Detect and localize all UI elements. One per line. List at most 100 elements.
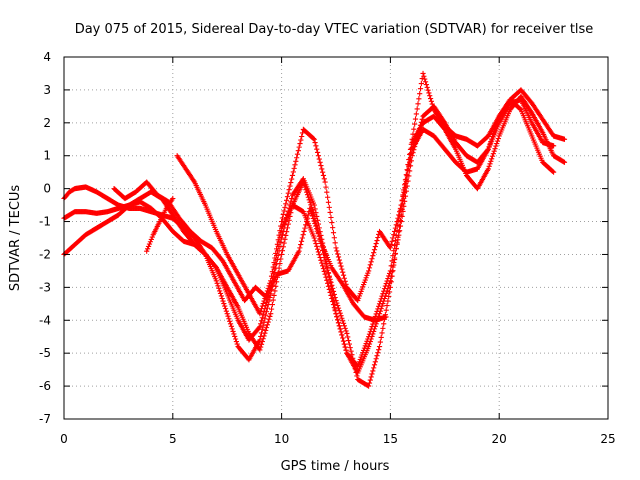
data-point-marker bbox=[368, 336, 374, 342]
data-point-marker bbox=[327, 276, 333, 282]
data-point-marker bbox=[325, 194, 331, 200]
data-point-marker bbox=[336, 323, 342, 329]
data-point-marker bbox=[396, 212, 402, 218]
data-point-marker bbox=[292, 162, 298, 168]
data-point-marker bbox=[260, 336, 266, 342]
data-point-marker bbox=[370, 331, 376, 337]
data-point-marker bbox=[372, 244, 378, 250]
data-point-marker bbox=[273, 283, 279, 289]
data-point-marker bbox=[283, 232, 289, 239]
data-point-marker bbox=[313, 223, 319, 229]
data-point-marker bbox=[278, 256, 284, 262]
data-point-marker bbox=[281, 240, 287, 246]
data-point-marker bbox=[341, 341, 347, 347]
data-point-marker bbox=[494, 140, 500, 147]
data-point-marker bbox=[308, 210, 315, 217]
data-point-marker bbox=[149, 234, 155, 240]
data-point-marker bbox=[377, 308, 383, 314]
data-point-marker bbox=[284, 194, 291, 200]
data-point-marker bbox=[298, 137, 304, 143]
data-point-marker bbox=[313, 143, 319, 149]
data-point-marker bbox=[336, 257, 342, 263]
data-point-marker bbox=[229, 326, 235, 332]
data-point-marker bbox=[331, 235, 337, 241]
data-point-marker bbox=[390, 235, 396, 241]
data-point-marker bbox=[320, 266, 327, 272]
data-point-marker bbox=[317, 236, 323, 242]
data-point-marker bbox=[495, 135, 501, 142]
data-point-marker bbox=[394, 218, 400, 225]
data-point-marker bbox=[325, 283, 332, 289]
data-point-marker bbox=[346, 341, 352, 347]
data-point-marker bbox=[418, 80, 424, 87]
data-point-marker bbox=[304, 215, 310, 221]
data-point-marker bbox=[319, 260, 325, 266]
data-point-marker bbox=[335, 302, 341, 309]
data-point-marker bbox=[411, 126, 417, 132]
data-point-marker bbox=[148, 236, 154, 243]
data-point-marker bbox=[340, 320, 347, 326]
data-point-marker bbox=[299, 235, 305, 241]
data-point-marker bbox=[422, 79, 429, 85]
data-point-marker bbox=[170, 195, 176, 202]
data-point-marker bbox=[225, 313, 231, 319]
data-point-marker bbox=[288, 210, 294, 216]
data-point-marker bbox=[402, 177, 409, 183]
data-point-marker bbox=[371, 365, 377, 371]
data-point-marker bbox=[314, 228, 321, 234]
data-point-marker bbox=[415, 101, 421, 107]
data-point-marker bbox=[328, 279, 334, 285]
data-point-marker bbox=[305, 194, 311, 200]
data-point-marker bbox=[400, 192, 406, 198]
data-point-marker bbox=[335, 251, 341, 257]
data-point-marker bbox=[214, 280, 220, 286]
data-point-marker bbox=[293, 158, 299, 164]
y-tick-label: -2 bbox=[39, 247, 51, 261]
data-point-marker bbox=[393, 222, 399, 228]
data-point-marker bbox=[370, 253, 376, 259]
data-point-marker bbox=[320, 169, 326, 175]
data-point-marker bbox=[307, 199, 313, 205]
x-tick-label: 20 bbox=[492, 432, 507, 446]
data-point-marker bbox=[279, 248, 286, 254]
data-point-marker bbox=[227, 318, 233, 324]
data-point-marker bbox=[221, 300, 227, 307]
data-point-marker bbox=[323, 184, 329, 190]
data-point-marker bbox=[330, 288, 337, 295]
data-point-marker bbox=[367, 262, 373, 268]
data-point-marker bbox=[334, 300, 340, 306]
data-point-marker bbox=[399, 197, 405, 203]
data-point-marker bbox=[261, 298, 267, 304]
data-point-marker bbox=[297, 140, 303, 147]
y-tick-label: 3 bbox=[43, 83, 51, 97]
data-point-marker bbox=[348, 348, 354, 354]
data-point-marker bbox=[291, 165, 297, 171]
data-point-marker bbox=[338, 329, 344, 335]
data-point-marker bbox=[340, 338, 347, 344]
data-point-marker bbox=[394, 240, 400, 246]
data-point-marker bbox=[284, 197, 290, 203]
data-point-marker bbox=[272, 288, 278, 294]
data-point-marker bbox=[259, 315, 265, 321]
data-point-marker bbox=[422, 76, 428, 82]
data-point-marker bbox=[366, 268, 372, 274]
data-point-marker bbox=[281, 208, 287, 214]
axis-ticks bbox=[63, 56, 609, 420]
plot-frame bbox=[63, 56, 609, 420]
data-point-marker bbox=[412, 121, 418, 127]
data-point-marker bbox=[220, 298, 226, 304]
data-point-marker bbox=[345, 337, 352, 344]
data-point-marker bbox=[408, 141, 414, 147]
data-point-marker bbox=[295, 148, 301, 154]
data-point-marker bbox=[380, 300, 386, 307]
data-point-marker bbox=[325, 270, 332, 276]
data-point-marker bbox=[405, 161, 411, 168]
data-point-marker bbox=[318, 163, 324, 169]
data-point-marker bbox=[217, 288, 223, 294]
data-point-marker bbox=[324, 277, 330, 283]
data-point-marker bbox=[373, 240, 379, 247]
data-point-marker bbox=[329, 282, 335, 288]
x-tick-label: 5 bbox=[169, 432, 177, 446]
data-point-marker bbox=[378, 334, 384, 341]
x-axis-label: GPS time / hours bbox=[281, 459, 390, 474]
